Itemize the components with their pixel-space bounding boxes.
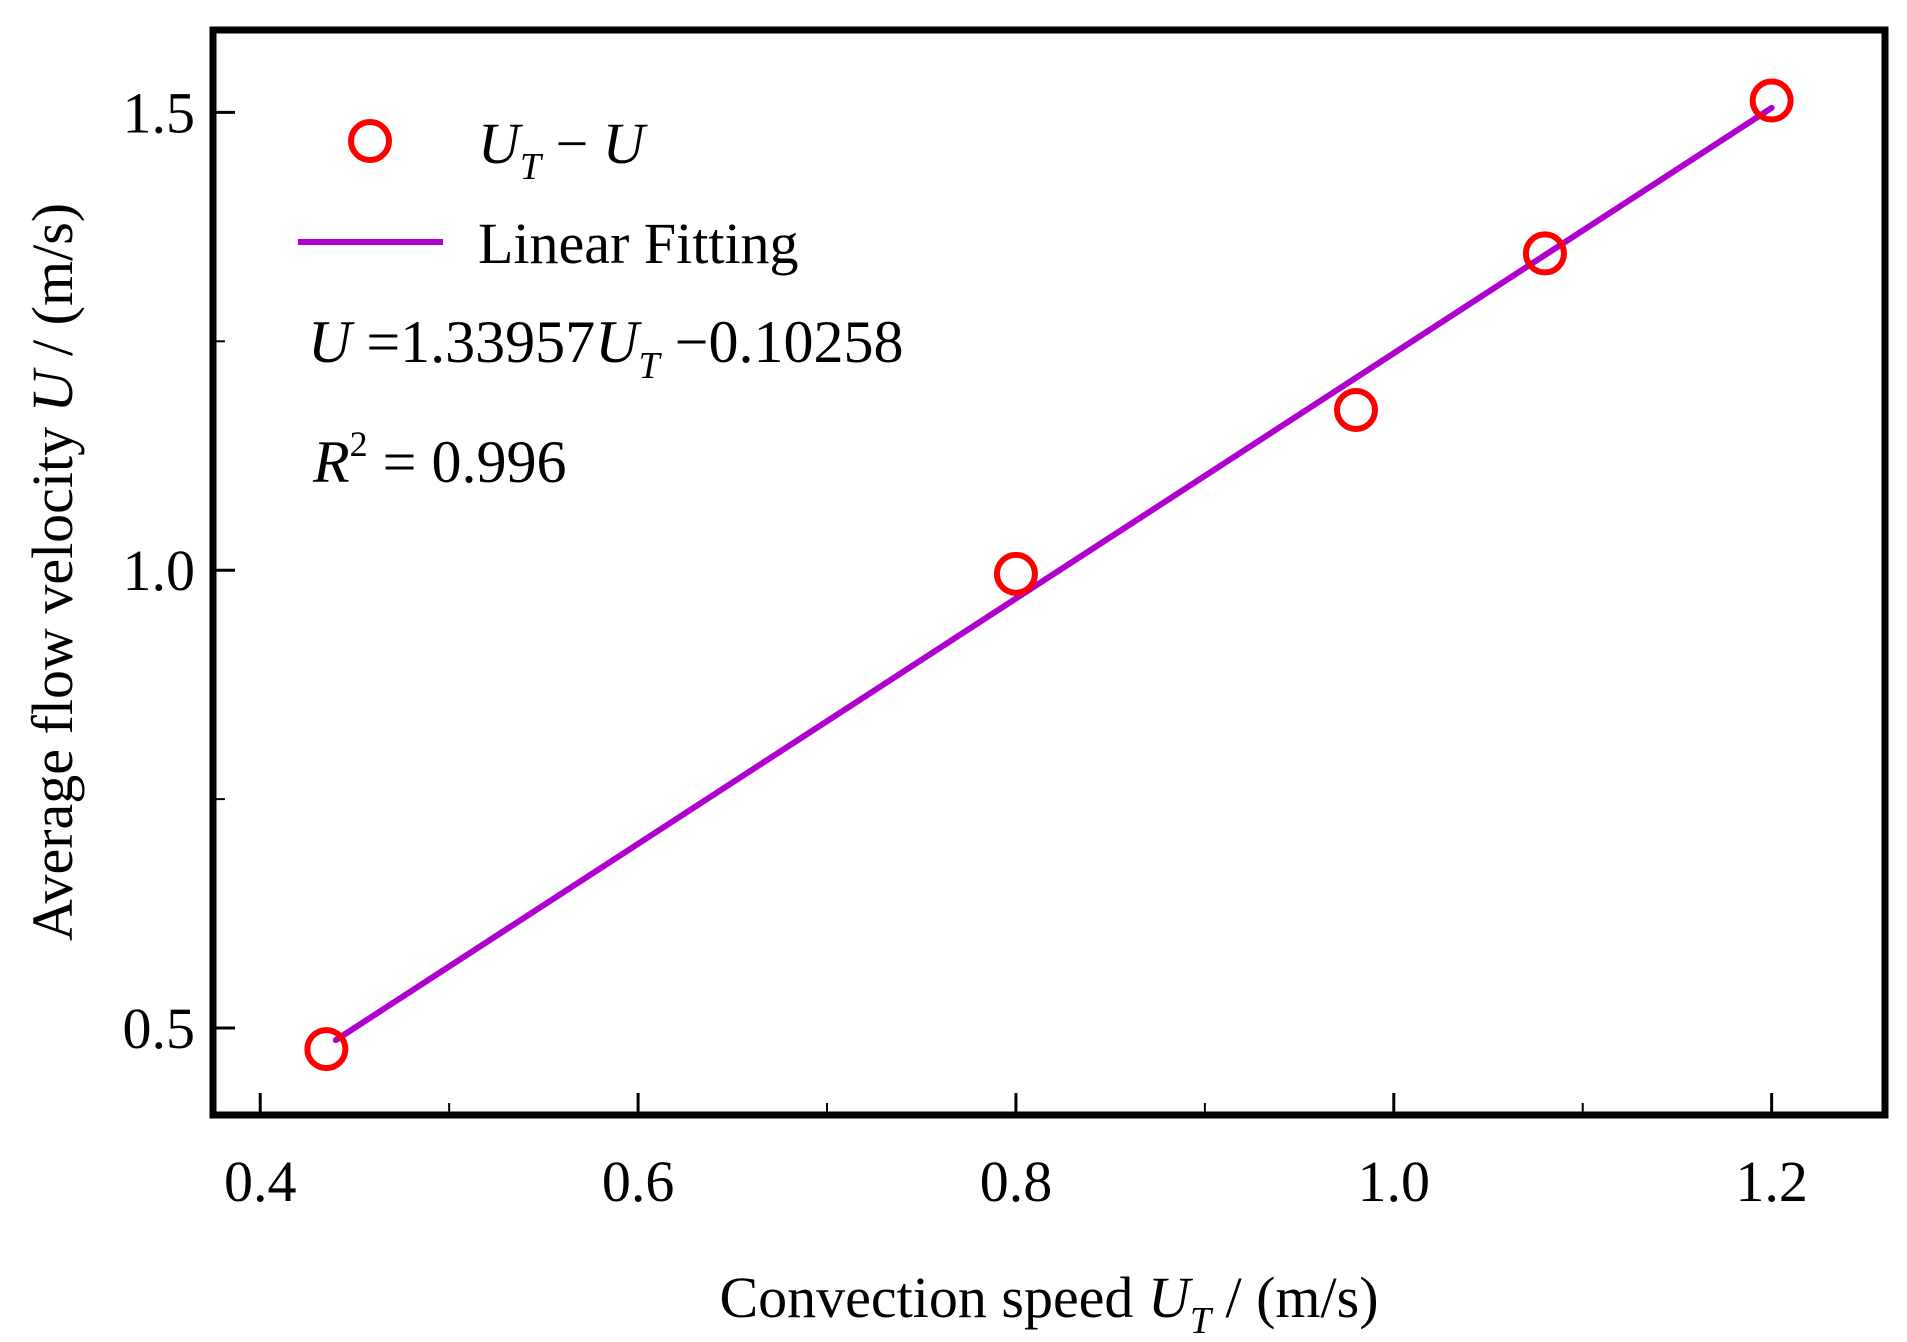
data-points-layer — [304, 78, 1794, 1072]
data-point — [1522, 231, 1567, 276]
y-tick-label: 1.5 — [123, 80, 196, 145]
legend: UT − U Linear Fitting — [298, 111, 799, 276]
y-tick-label: 1.0 — [123, 538, 196, 603]
data-point — [304, 1027, 349, 1072]
legend-marker-circle — [348, 119, 392, 163]
x-tick-label: 1.2 — [1735, 1149, 1808, 1214]
legend-label-scatter: UT − U — [478, 111, 649, 188]
x-tick-label: 0.6 — [602, 1149, 675, 1214]
legend-label-line: Linear Fitting — [478, 211, 799, 276]
fit-equation: U =1.33957UT −0.10258 — [308, 309, 904, 387]
data-point — [993, 551, 1038, 596]
data-point — [1334, 387, 1379, 432]
x-axis-ticks: 0.4 0.6 0.8 1.0 1.2 — [224, 1093, 1808, 1214]
plot-frame — [209, 26, 1889, 1119]
y-tick-label: 0.5 — [123, 996, 196, 1061]
fit-line — [332, 104, 1775, 1044]
x-tick-label: 0.8 — [980, 1149, 1053, 1214]
x-tick-label: 0.4 — [224, 1149, 297, 1214]
x-axis-title: Convection speed UT / (m/s) — [719, 1265, 1378, 1342]
x-tick-label: 1.0 — [1358, 1149, 1431, 1214]
fit-line-layer — [332, 104, 1775, 1044]
y-axis-ticks: 0.5 1.0 1.5 — [123, 80, 235, 1061]
r-squared: R2 = 0.996 — [312, 424, 567, 495]
y-axis-title: Average flow velocity U / (m/s) — [20, 203, 85, 941]
data-point — [1749, 78, 1794, 123]
